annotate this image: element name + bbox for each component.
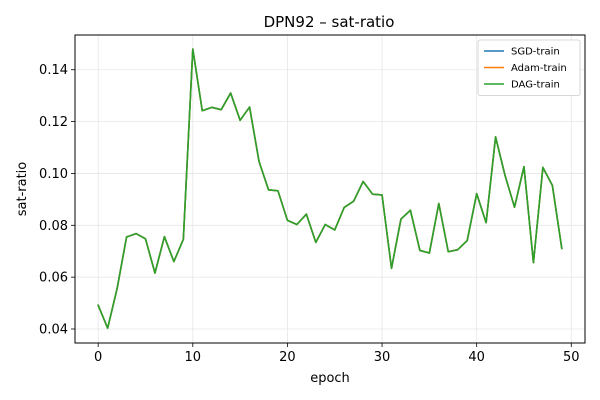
y-axis-title: sat-ratio — [15, 162, 30, 217]
legend-label: Adam-train — [511, 63, 567, 74]
series-line-dag-train — [97, 48, 563, 330]
x-tick-label: 10 — [185, 350, 202, 365]
y-tick-label: 0.04 — [39, 323, 68, 338]
y-tick-label: 0.06 — [39, 271, 68, 286]
legend-label: DAG-train — [511, 80, 560, 91]
x-tick-label: 40 — [468, 350, 485, 365]
x-tick-label: 20 — [279, 350, 296, 365]
legend-box — [477, 39, 581, 96]
x-tick-label: 50 — [563, 350, 580, 365]
x-tick-label: 0 — [94, 350, 102, 365]
y-tick-label: 0.10 — [39, 167, 68, 182]
x-axis-title: epoch — [310, 371, 350, 386]
y-tick-label: 0.08 — [39, 219, 68, 234]
legend-label: SGD-train — [511, 47, 560, 58]
plot-frame — [74, 34, 586, 344]
chart-title: DPN92 – sat-ratio — [264, 13, 395, 31]
x-tick-label: 30 — [374, 350, 391, 365]
grid — [75, 35, 585, 343]
series-lines — [97, 48, 563, 330]
y-axis-ticks: 0.04 0.06 0.08 0.10 0.12 0.14 — [39, 63, 75, 338]
x-axis-ticks: 0 10 20 30 40 50 — [94, 343, 580, 365]
legend: SGD-train Adam-train DAG-train — [477, 39, 581, 96]
y-tick-label: 0.12 — [39, 115, 68, 130]
y-tick-label: 0.14 — [39, 63, 68, 78]
